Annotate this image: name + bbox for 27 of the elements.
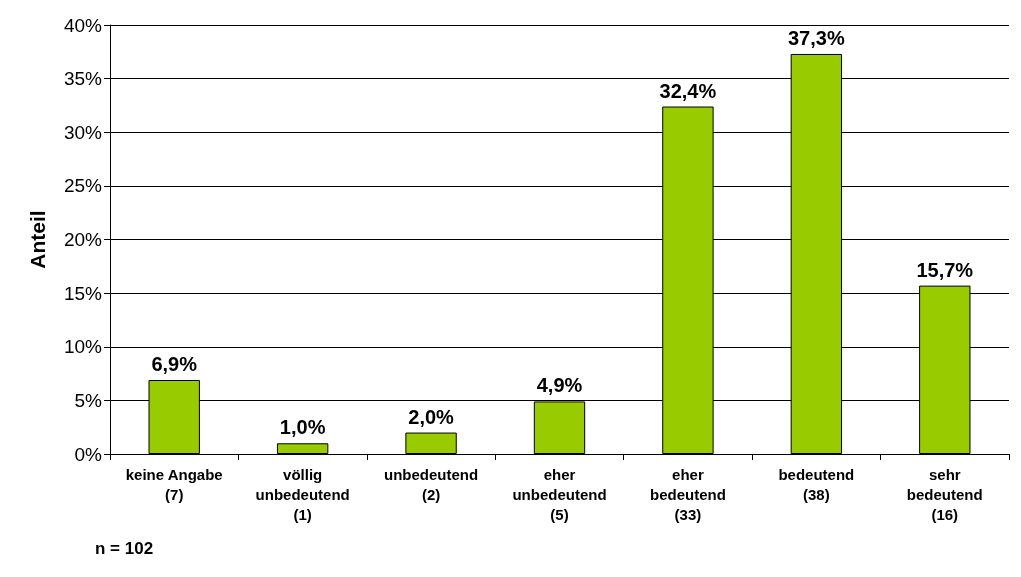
y-tick-label: 30% xyxy=(63,121,103,143)
x-tick-label: keine Angabe (7) xyxy=(125,465,223,503)
bar xyxy=(276,443,329,454)
y-tick-label: 5% xyxy=(74,389,103,411)
y-tick-label: 0% xyxy=(74,443,103,465)
data-label: 4,9% xyxy=(536,374,583,397)
x-tick-label: völlig unbedeutend (1) xyxy=(255,465,350,523)
y-tick-label: 20% xyxy=(63,229,103,250)
data-label: 6,9% xyxy=(151,353,198,375)
data-label: 15,7% xyxy=(916,258,974,281)
data-label: 1,0% xyxy=(279,416,326,439)
y-tick-label: 10% xyxy=(63,336,103,358)
x-tick-label: eher bedeutend (33) xyxy=(650,465,726,523)
y-axis-title: Anteil xyxy=(26,210,49,269)
x-tick-label: unbedeutend (2) xyxy=(383,465,479,503)
x-tick-label: eher unbedeutend (5) xyxy=(512,465,607,523)
y-tick-label: 15% xyxy=(63,282,103,304)
y-tick-label: 40% xyxy=(63,14,103,36)
data-label: 32,4% xyxy=(659,79,717,102)
x-tick-label: bedeutend (38) xyxy=(778,465,855,503)
x-tick-label: sehr bedeutend (16) xyxy=(906,465,983,523)
text: n = 102 xyxy=(95,539,154,558)
data-label: 37,3% xyxy=(788,26,845,49)
data-label: 2,0% xyxy=(408,405,455,428)
bar xyxy=(405,432,457,454)
y-tick-label: 25% xyxy=(63,175,103,197)
y-tick-label: 35% xyxy=(63,68,103,90)
